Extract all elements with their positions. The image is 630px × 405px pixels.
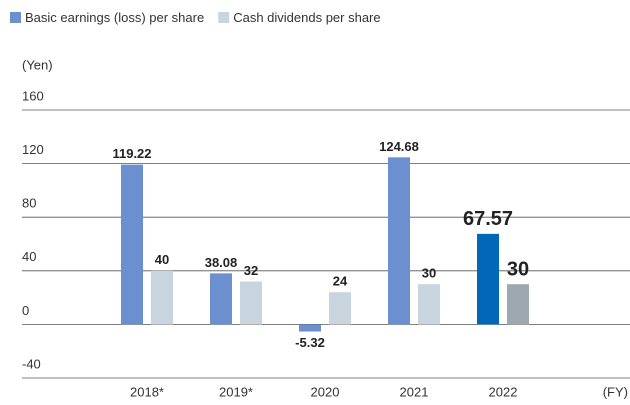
x-unit: (FY)	[603, 384, 628, 399]
x-tick-label: 2022	[489, 384, 518, 399]
x-tick-label: 2021	[400, 384, 429, 399]
value-label: -5.32	[295, 335, 325, 350]
x-tick-label: 2018*	[130, 384, 164, 399]
value-label: 38.08	[205, 255, 238, 270]
legend-swatch	[10, 12, 21, 23]
x-tick-label: 2020	[311, 384, 340, 399]
y-unit: (Yen)	[22, 57, 53, 72]
bar	[299, 324, 321, 332]
y-tick-label: 160	[22, 88, 44, 103]
value-label: 30	[422, 266, 436, 281]
bar	[240, 281, 262, 325]
bar	[418, 284, 440, 325]
y-tick-label: 120	[22, 142, 44, 157]
bar	[329, 292, 351, 325]
y-tick-label: 40	[22, 249, 36, 264]
legend-label: Basic earnings (loss) per share	[25, 10, 204, 25]
value-label: 67.57	[463, 208, 513, 230]
value-label: 24	[333, 274, 348, 289]
bar	[121, 164, 143, 325]
value-label: 124.68	[379, 139, 419, 154]
bar	[388, 157, 410, 325]
legend-swatch	[218, 12, 230, 23]
legend-label: Cash dividends per share	[233, 10, 380, 25]
value-label: 40	[155, 252, 169, 267]
y-tick-label: -40	[22, 356, 41, 371]
bar	[210, 273, 232, 325]
y-tick-label: 80	[22, 196, 36, 211]
value-label: 32	[244, 263, 258, 278]
value-label: 119.22	[112, 146, 151, 161]
bar	[151, 270, 173, 325]
bar	[507, 284, 529, 325]
bar	[477, 233, 499, 325]
x-tick-label: 2019*	[219, 384, 253, 399]
y-tick-label: 0	[22, 303, 29, 318]
value-label: 30	[507, 258, 529, 280]
